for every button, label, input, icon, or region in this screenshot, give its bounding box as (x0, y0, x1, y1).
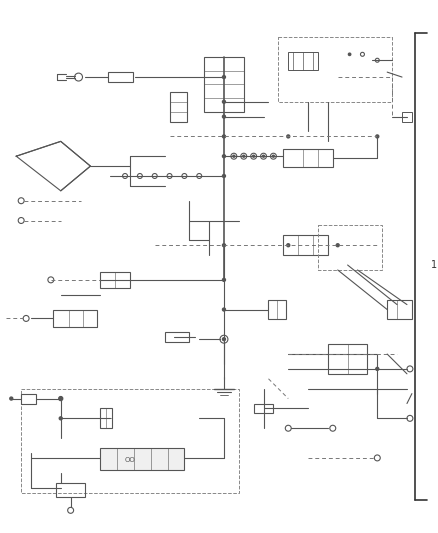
Circle shape (138, 174, 142, 179)
Bar (100, 408, 112, 428)
Circle shape (374, 455, 380, 461)
Bar (328, 344, 367, 374)
Circle shape (223, 115, 226, 118)
Circle shape (330, 425, 336, 431)
Circle shape (272, 155, 275, 157)
Circle shape (407, 415, 413, 421)
Circle shape (223, 278, 226, 281)
Circle shape (231, 153, 237, 159)
Circle shape (223, 155, 226, 158)
Circle shape (336, 244, 339, 247)
Bar (170, 92, 187, 122)
Bar (204, 57, 244, 112)
Circle shape (407, 366, 413, 372)
Bar (100, 272, 130, 288)
Bar (108, 72, 133, 82)
Circle shape (223, 100, 226, 103)
Text: 1: 1 (431, 260, 437, 270)
Circle shape (23, 316, 29, 321)
Circle shape (233, 155, 235, 157)
Circle shape (167, 174, 172, 179)
Bar (283, 236, 328, 255)
Circle shape (243, 155, 245, 157)
Circle shape (220, 335, 228, 343)
Circle shape (223, 174, 226, 177)
Circle shape (18, 198, 24, 204)
Bar (402, 112, 412, 122)
Circle shape (241, 153, 247, 159)
Circle shape (287, 135, 290, 138)
Circle shape (67, 507, 74, 513)
Circle shape (376, 367, 379, 370)
Circle shape (123, 174, 127, 179)
Circle shape (59, 417, 62, 420)
Circle shape (253, 155, 254, 157)
Bar (56, 483, 85, 497)
Circle shape (270, 153, 276, 159)
Bar (283, 149, 333, 167)
Bar (53, 310, 97, 327)
Circle shape (262, 155, 265, 157)
Text: OO: OO (124, 457, 135, 463)
Bar (288, 52, 318, 70)
Circle shape (251, 153, 257, 159)
Circle shape (18, 217, 24, 223)
Circle shape (287, 244, 290, 247)
Bar (100, 448, 184, 470)
Bar (268, 300, 286, 319)
Circle shape (360, 52, 364, 56)
Circle shape (223, 244, 226, 247)
Circle shape (285, 425, 291, 431)
Circle shape (348, 53, 351, 55)
Circle shape (48, 277, 54, 283)
Bar (387, 300, 412, 319)
Circle shape (261, 153, 266, 159)
Circle shape (182, 174, 187, 179)
Bar (254, 403, 273, 414)
Bar (165, 332, 189, 342)
Circle shape (74, 73, 82, 81)
Circle shape (375, 58, 379, 62)
Circle shape (197, 174, 202, 179)
Circle shape (223, 135, 226, 138)
Circle shape (59, 397, 63, 400)
Bar (21, 393, 36, 403)
Circle shape (10, 397, 13, 400)
Circle shape (152, 174, 157, 179)
Bar (21, 389, 239, 492)
Circle shape (223, 338, 226, 341)
Circle shape (223, 308, 226, 311)
Bar (279, 37, 392, 102)
Bar (318, 225, 382, 270)
Circle shape (223, 76, 226, 78)
Circle shape (376, 135, 379, 138)
